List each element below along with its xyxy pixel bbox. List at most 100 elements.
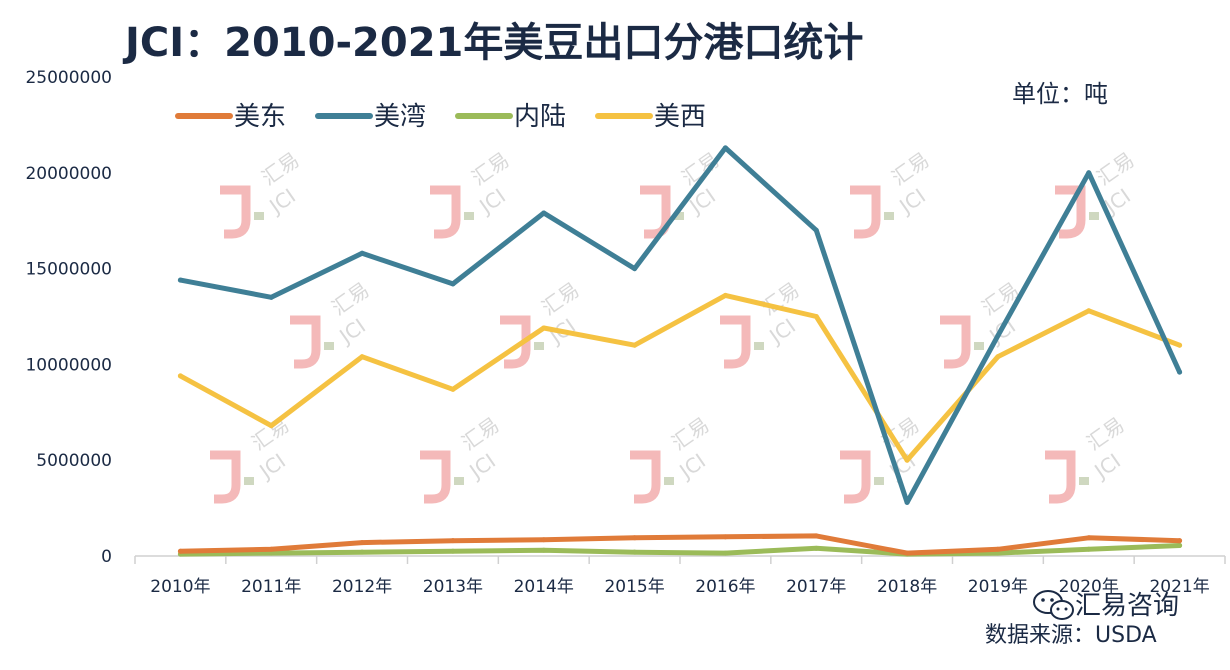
data-point bbox=[359, 250, 365, 256]
watermark-text: 汇易 bbox=[1082, 412, 1129, 455]
series-group bbox=[177, 145, 1183, 557]
data-point bbox=[1177, 369, 1183, 375]
watermark-text: 汇易 bbox=[327, 277, 374, 320]
data-point bbox=[541, 210, 547, 216]
data-point bbox=[1086, 535, 1092, 541]
legend-label: 内陆 bbox=[514, 102, 566, 132]
y-tick-label: 20000000 bbox=[25, 164, 112, 184]
y-tick-label: 5000000 bbox=[36, 451, 112, 471]
series-美东 bbox=[177, 533, 1183, 556]
data-point bbox=[813, 227, 819, 233]
x-tick-label: 2017年 bbox=[786, 577, 846, 597]
y-tick-label: 25000000 bbox=[25, 68, 112, 88]
data-point bbox=[995, 550, 1001, 556]
data-point bbox=[359, 549, 365, 555]
legend-label: 美东 bbox=[234, 102, 286, 132]
y-tick-label: 10000000 bbox=[25, 355, 112, 375]
x-tick-label: 2013年 bbox=[423, 577, 483, 597]
data-point bbox=[450, 386, 456, 392]
data-point bbox=[268, 294, 274, 300]
data-point bbox=[813, 533, 819, 539]
data-point bbox=[813, 545, 819, 551]
watermark-text: 汇易 bbox=[537, 277, 584, 320]
data-point bbox=[632, 549, 638, 555]
data-point bbox=[1086, 546, 1092, 552]
data-point bbox=[632, 535, 638, 541]
data-point bbox=[722, 292, 728, 298]
watermark-text: 汇易 bbox=[667, 412, 714, 455]
data-point bbox=[541, 537, 547, 543]
data-point bbox=[1086, 170, 1092, 176]
data-point bbox=[541, 325, 547, 331]
x-tick-label: 2016年 bbox=[695, 577, 755, 597]
x-tick-label: 2011年 bbox=[241, 577, 301, 597]
data-point bbox=[541, 547, 547, 553]
x-tick-label: 2015年 bbox=[604, 577, 664, 597]
unit-label: 单位：吨 bbox=[1012, 80, 1108, 108]
y-axis: 0 5000000 10000000 15000000 20000000 25000000 bbox=[25, 68, 112, 567]
x-tick-label: 2019年 bbox=[968, 577, 1028, 597]
data-point bbox=[177, 277, 183, 283]
chart-title: JCI：2010-2021年美豆出口分港口统计 bbox=[122, 20, 863, 66]
series-内陆 bbox=[177, 542, 1183, 557]
legend: 美东 美湾 内陆 美西 bbox=[175, 102, 706, 132]
data-point bbox=[722, 534, 728, 540]
watermark-text: 汇易 bbox=[1092, 147, 1139, 190]
data-point bbox=[450, 281, 456, 287]
x-tick-label: 2021年 bbox=[1149, 577, 1209, 597]
data-point bbox=[177, 373, 183, 379]
data-point bbox=[1177, 538, 1183, 544]
data-point bbox=[904, 499, 910, 505]
data-point bbox=[268, 423, 274, 429]
data-point bbox=[722, 145, 728, 151]
data-point bbox=[359, 354, 365, 360]
data-point bbox=[268, 550, 274, 556]
data-point bbox=[632, 266, 638, 272]
data-point bbox=[995, 546, 1001, 552]
series-line bbox=[177, 543, 1183, 557]
data-point bbox=[268, 546, 274, 552]
data-point bbox=[995, 333, 1001, 339]
data-point bbox=[904, 550, 910, 556]
wechat-icon bbox=[1033, 590, 1074, 620]
x-axis: 2010年 2011年 2012年 2013年 2014年 2015年 2016年 2017年… bbox=[134, 556, 1226, 597]
legend-label: 美湾 bbox=[374, 102, 426, 132]
data-point bbox=[1177, 342, 1183, 348]
series-line bbox=[177, 533, 1183, 556]
y-tick-label: 15000000 bbox=[25, 260, 112, 280]
data-point bbox=[813, 314, 819, 319]
x-tick-label: 2010年 bbox=[150, 577, 210, 597]
data-point bbox=[904, 457, 910, 463]
x-tick-label: 2020年 bbox=[1059, 577, 1119, 597]
watermark-text: 汇易 bbox=[467, 147, 514, 190]
source-label: 数据来源：USDA bbox=[985, 623, 1157, 648]
data-point bbox=[632, 342, 638, 348]
series-line bbox=[177, 292, 1183, 463]
x-tick-label: 2018年 bbox=[877, 577, 937, 597]
watermark-text: 汇易 bbox=[457, 412, 504, 455]
x-tick-label: 2012年 bbox=[332, 577, 392, 597]
watermark-text: 汇易 bbox=[257, 147, 304, 190]
data-point bbox=[722, 550, 728, 556]
y-tick-label: 0 bbox=[101, 547, 112, 567]
series-美西 bbox=[177, 292, 1183, 463]
x-tick-label: 2014年 bbox=[514, 577, 574, 597]
series-美湾 bbox=[177, 145, 1183, 505]
data-point bbox=[995, 354, 1001, 360]
watermark-text: 汇易 bbox=[887, 147, 934, 190]
brand-name: 汇易咨询 bbox=[1075, 591, 1179, 621]
data-point bbox=[359, 540, 365, 546]
data-point bbox=[177, 548, 183, 554]
data-point bbox=[1086, 308, 1092, 314]
brand: 汇易咨询 bbox=[1033, 590, 1179, 621]
series-line bbox=[177, 145, 1183, 505]
